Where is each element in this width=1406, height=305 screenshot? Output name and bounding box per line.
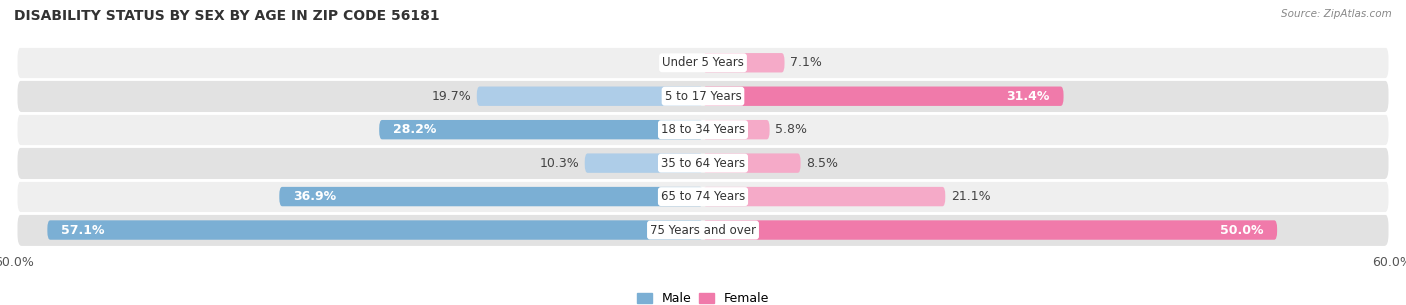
FancyBboxPatch shape <box>17 181 1389 213</box>
FancyBboxPatch shape <box>585 153 703 173</box>
Text: 5 to 17 Years: 5 to 17 Years <box>665 90 741 103</box>
Text: 8.5%: 8.5% <box>807 157 838 170</box>
FancyBboxPatch shape <box>703 53 785 73</box>
FancyBboxPatch shape <box>703 120 769 139</box>
Text: 50.0%: 50.0% <box>1220 224 1264 237</box>
Text: 18 to 34 Years: 18 to 34 Years <box>661 123 745 136</box>
Legend: Male, Female: Male, Female <box>631 287 775 305</box>
Text: Source: ZipAtlas.com: Source: ZipAtlas.com <box>1281 9 1392 19</box>
Text: 28.2%: 28.2% <box>392 123 436 136</box>
FancyBboxPatch shape <box>17 147 1389 179</box>
FancyBboxPatch shape <box>703 153 800 173</box>
Text: 7.1%: 7.1% <box>790 56 823 69</box>
Text: 10.3%: 10.3% <box>540 157 579 170</box>
FancyBboxPatch shape <box>17 47 1389 79</box>
FancyBboxPatch shape <box>703 187 945 206</box>
FancyBboxPatch shape <box>17 214 1389 246</box>
Text: 19.7%: 19.7% <box>432 90 471 103</box>
FancyBboxPatch shape <box>703 87 1063 106</box>
Text: 35 to 64 Years: 35 to 64 Years <box>661 157 745 170</box>
Text: 75 Years and over: 75 Years and over <box>650 224 756 237</box>
Text: 36.9%: 36.9% <box>292 190 336 203</box>
Text: 0.0%: 0.0% <box>665 56 697 69</box>
FancyBboxPatch shape <box>17 114 1389 145</box>
Text: 65 to 74 Years: 65 to 74 Years <box>661 190 745 203</box>
FancyBboxPatch shape <box>280 187 703 206</box>
FancyBboxPatch shape <box>17 80 1389 112</box>
FancyBboxPatch shape <box>477 87 703 106</box>
Text: 21.1%: 21.1% <box>950 190 991 203</box>
Text: Under 5 Years: Under 5 Years <box>662 56 744 69</box>
Text: 31.4%: 31.4% <box>1007 90 1050 103</box>
FancyBboxPatch shape <box>48 220 703 240</box>
Text: 5.8%: 5.8% <box>775 123 807 136</box>
Text: DISABILITY STATUS BY SEX BY AGE IN ZIP CODE 56181: DISABILITY STATUS BY SEX BY AGE IN ZIP C… <box>14 9 440 23</box>
FancyBboxPatch shape <box>703 220 1277 240</box>
FancyBboxPatch shape <box>380 120 703 139</box>
Text: 57.1%: 57.1% <box>60 224 104 237</box>
